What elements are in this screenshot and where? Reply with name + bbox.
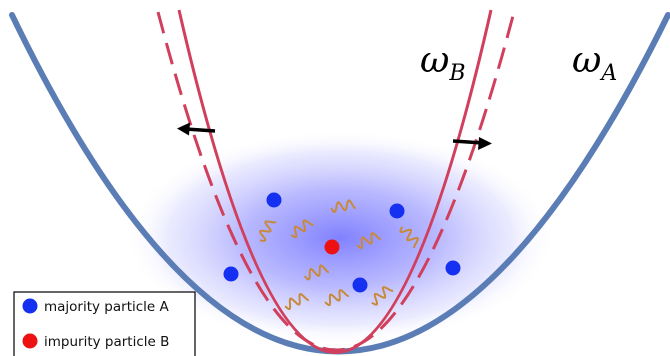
majority-particle: [266, 192, 282, 208]
trap-b-dashed-potential: [156, 11, 516, 352]
majority-particle: [223, 266, 239, 282]
trap-b-potential: [177, 9, 493, 354]
phonon-group: [258, 199, 419, 311]
particle-group: [223, 192, 461, 293]
phonon-squiggle: [290, 219, 314, 239]
condensate-cloud: [125, 130, 555, 346]
phonon-squiggle: [303, 264, 329, 281]
legend-majority-label: majority particle A: [44, 299, 170, 315]
omega-b-sub: B: [448, 61, 465, 86]
omega-a-sub: A: [599, 61, 617, 86]
phonon-squiggle: [324, 289, 349, 307]
omega-a-label: ωA: [572, 40, 617, 86]
majority-particle: [389, 203, 405, 219]
majority-particle: [445, 260, 461, 276]
legend-box: [13, 291, 196, 356]
right-arrow: [452, 137, 492, 150]
omega-a-symbol: ω: [572, 40, 601, 81]
omega-b-label: ωB: [420, 40, 466, 86]
phonon-squiggle: [399, 226, 419, 249]
legend-impurity-marker: [22, 333, 38, 349]
phonon-squiggle: [356, 232, 381, 250]
left-arrow: [177, 122, 216, 136]
omega-b-symbol: ω: [420, 40, 449, 81]
legend-impurity-label: impurity particle B: [44, 334, 169, 350]
phonon-squiggle: [330, 199, 356, 214]
legend: majority particle A impurity particle B: [13, 291, 196, 356]
phonon-squiggle: [371, 286, 394, 306]
phonon-squiggle: [258, 220, 277, 242]
legend-majority-marker: [22, 298, 38, 314]
phonon-squiggle: [284, 293, 309, 311]
impurity-particle: [324, 239, 340, 255]
majority-particle: [352, 277, 368, 293]
